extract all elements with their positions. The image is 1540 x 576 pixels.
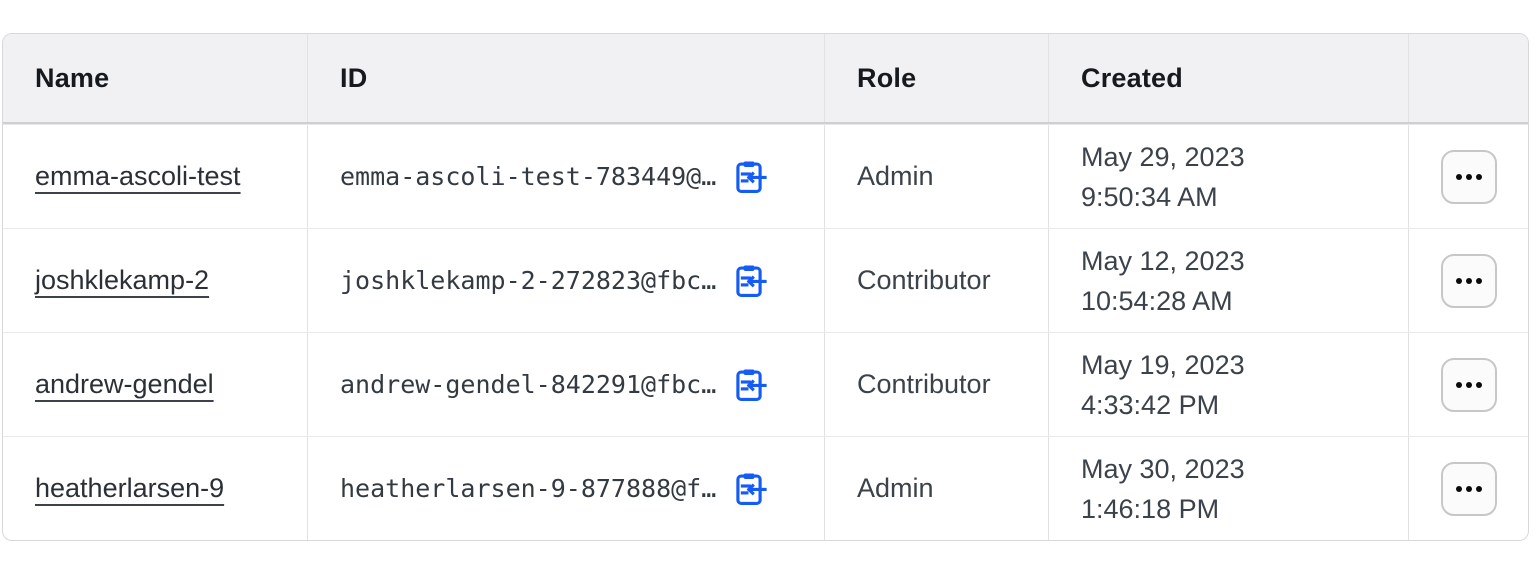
user-name-link[interactable]: andrew-gendel — [35, 369, 214, 399]
table-header-row: Name ID Role Created — [3, 34, 1528, 124]
row-actions-button[interactable] — [1440, 149, 1497, 204]
actions-cell — [1409, 437, 1528, 540]
name-cell: emma-ascoli-test — [3, 125, 308, 228]
created-date: May 19, 2023 — [1081, 349, 1245, 380]
role-value: Admin — [857, 161, 934, 191]
name-cell: heatherlarsen-9 — [3, 437, 308, 540]
user-name-link[interactable]: heatherlarsen-9 — [35, 473, 225, 503]
created-time: 1:46:18 PM — [1081, 493, 1220, 524]
actions-cell — [1409, 229, 1528, 332]
created-cell: May 19, 2023 4:33:42 PM — [1049, 333, 1409, 436]
column-header-id-label: ID — [340, 62, 368, 93]
created-date: May 12, 2023 — [1081, 245, 1245, 276]
role-value: Contributor — [857, 369, 991, 399]
ellipsis-icon — [1455, 381, 1482, 388]
copy-id-icon[interactable] — [731, 159, 767, 195]
created-time: 4:33:42 PM — [1081, 389, 1220, 420]
created-time: 9:50:34 AM — [1081, 181, 1218, 212]
table-row: heatherlarsen-9 heatherlarsen-9-877888@f… — [3, 436, 1528, 540]
ellipsis-icon — [1455, 173, 1482, 180]
role-cell: Admin — [825, 437, 1049, 540]
column-header-name-label: Name — [35, 62, 110, 93]
copy-id-icon[interactable] — [731, 367, 767, 403]
name-cell: joshklekamp-2 — [3, 229, 308, 332]
user-id-text: heatherlarsen-9-877888@f… — [340, 474, 717, 503]
column-header-id: ID — [308, 34, 825, 122]
created-time: 10:54:28 AM — [1081, 285, 1233, 316]
users-table: Name ID Role Created emma-ascoli-test em… — [2, 33, 1529, 541]
actions-cell — [1409, 125, 1528, 228]
column-header-name: Name — [3, 34, 308, 122]
column-header-role-label: Role — [857, 62, 917, 93]
role-cell: Contributor — [825, 229, 1049, 332]
id-cell: heatherlarsen-9-877888@f… — [308, 437, 825, 540]
table-row: joshklekamp-2 joshklekamp-2-272823@fbc… … — [3, 228, 1528, 332]
created-cell: May 30, 2023 1:46:18 PM — [1049, 437, 1409, 540]
user-name-link[interactable]: joshklekamp-2 — [35, 265, 210, 295]
id-cell: joshklekamp-2-272823@fbc… — [308, 229, 825, 332]
copy-id-icon[interactable] — [731, 263, 767, 299]
actions-cell — [1409, 333, 1528, 436]
id-cell: emma-ascoli-test-783449@… — [308, 125, 825, 228]
table-row: andrew-gendel andrew-gendel-842291@fbc… … — [3, 332, 1528, 436]
column-header-created: Created — [1049, 34, 1409, 122]
created-date: May 29, 2023 — [1081, 141, 1245, 172]
column-header-role: Role — [825, 34, 1049, 122]
user-id-text: emma-ascoli-test-783449@… — [340, 162, 717, 191]
row-actions-button[interactable] — [1440, 253, 1497, 308]
role-value: Contributor — [857, 265, 991, 295]
id-cell: andrew-gendel-842291@fbc… — [308, 333, 825, 436]
created-cell: May 12, 2023 10:54:28 AM — [1049, 229, 1409, 332]
ellipsis-icon — [1455, 277, 1482, 284]
ellipsis-icon — [1455, 485, 1482, 492]
name-cell: andrew-gendel — [3, 333, 308, 436]
created-date: May 30, 2023 — [1081, 453, 1245, 484]
row-actions-button[interactable] — [1440, 357, 1497, 412]
column-header-actions — [1409, 34, 1528, 122]
column-header-created-label: Created — [1081, 62, 1183, 93]
user-name-link[interactable]: emma-ascoli-test — [35, 161, 241, 191]
role-cell: Admin — [825, 125, 1049, 228]
user-id-text: joshklekamp-2-272823@fbc… — [340, 266, 717, 295]
row-actions-button[interactable] — [1440, 461, 1497, 516]
copy-id-icon[interactable] — [731, 471, 767, 507]
role-value: Admin — [857, 473, 934, 503]
created-cell: May 29, 2023 9:50:34 AM — [1049, 125, 1409, 228]
table-row: emma-ascoli-test emma-ascoli-test-783449… — [3, 124, 1528, 228]
user-id-text: andrew-gendel-842291@fbc… — [340, 370, 717, 399]
role-cell: Contributor — [825, 333, 1049, 436]
